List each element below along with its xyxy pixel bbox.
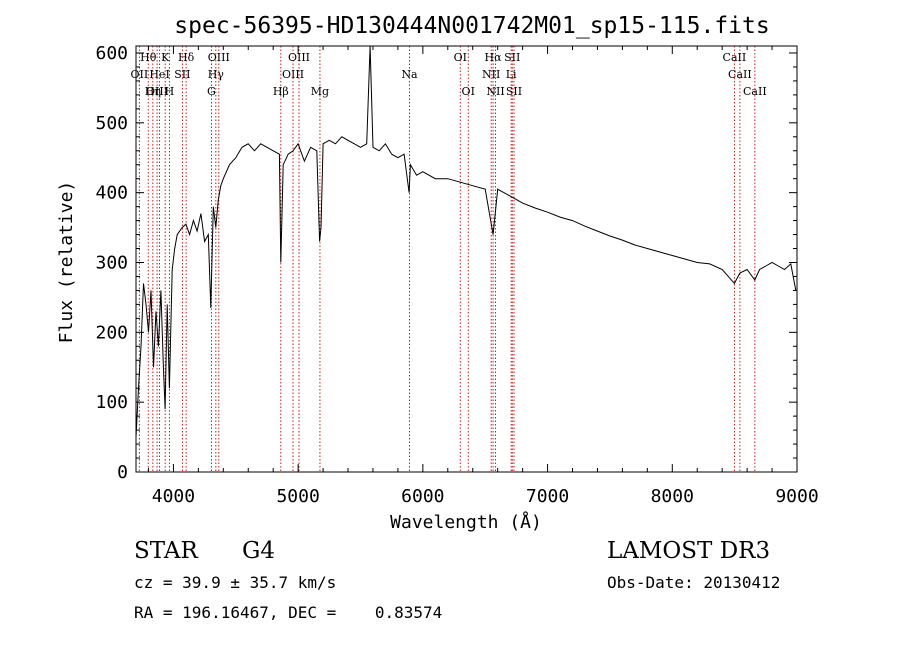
x-tick-label: 5000 xyxy=(276,486,319,507)
marker-label: CaII xyxy=(728,68,752,81)
y-tick-label: 200 xyxy=(95,322,128,343)
y-tick-label: 300 xyxy=(95,252,128,273)
plot-frame xyxy=(135,45,798,473)
marker-label: CaII xyxy=(743,85,767,98)
marker-label: Mg xyxy=(311,85,329,98)
coordinates: RA = 196.16467, DEC = 0.83574 xyxy=(134,603,443,622)
marker-label: NII xyxy=(482,68,500,81)
obs-date: Obs-Date: 20130412 xyxy=(607,573,781,592)
marker-label: HeI xyxy=(149,68,169,81)
spectral-line-markers xyxy=(138,46,756,472)
marker-label: Hα xyxy=(485,51,503,64)
y-tick-label: 100 xyxy=(95,392,128,413)
y-axis-ticks: 0 100 200 300 400 500 600 xyxy=(95,43,797,483)
marker-label: SII xyxy=(174,68,190,81)
spectrum-line xyxy=(135,45,797,438)
marker-label: Hη xyxy=(145,85,161,98)
x-tick-label: 4000 xyxy=(152,486,195,507)
marker-label: G xyxy=(207,85,216,98)
x-tick-label: 8000 xyxy=(651,486,694,507)
y-axis-label: Flux (relative) xyxy=(56,181,77,344)
x-tick-label: 7000 xyxy=(526,486,569,507)
marker-label: CaII xyxy=(723,51,747,64)
marker-label: SII xyxy=(504,51,520,64)
survey-name: LAMOST DR3 xyxy=(607,538,771,564)
marker-label: OII xyxy=(131,68,149,81)
marker-label: Hδ xyxy=(178,51,195,64)
marker-label: Na xyxy=(401,68,418,81)
marker-label: Hβ xyxy=(273,85,289,98)
marker-label: OI xyxy=(454,51,467,64)
chart-title: spec-56395-HD130444N001742M01_sp15-115.f… xyxy=(174,13,769,39)
marker-label: Hθ xyxy=(140,51,157,64)
y-tick-label: 400 xyxy=(95,183,128,204)
marker-label: Li xyxy=(506,68,517,81)
x-axis-ticks: 4000 5000 6000 7000 8000 9000 xyxy=(147,46,819,507)
marker-label: OIII xyxy=(146,85,168,98)
object-class: STAR xyxy=(134,538,198,564)
y-tick-label: 0 xyxy=(117,462,128,483)
x-tick-label: 6000 xyxy=(401,486,444,507)
marker-label: OIII xyxy=(208,51,230,64)
object-subclass: G4 xyxy=(242,538,276,564)
marker-label: SII xyxy=(506,85,522,98)
marker-label: OI xyxy=(462,85,475,98)
x-axis-label: Wavelength (Å) xyxy=(390,511,542,533)
marker-label: H xyxy=(165,85,175,98)
x-tick-label: 9000 xyxy=(775,486,818,507)
marker-label: OIII xyxy=(288,51,310,64)
y-tick-label: 500 xyxy=(95,113,128,134)
marker-label: K xyxy=(161,51,170,64)
marker-label: OIII xyxy=(282,68,304,81)
marker-label: NII xyxy=(486,85,504,98)
y-tick-label: 600 xyxy=(95,43,128,64)
redshift-readout: cz = 39.9 ± 35.7 km/s xyxy=(134,573,337,592)
marker-label: Hγ xyxy=(208,68,225,81)
